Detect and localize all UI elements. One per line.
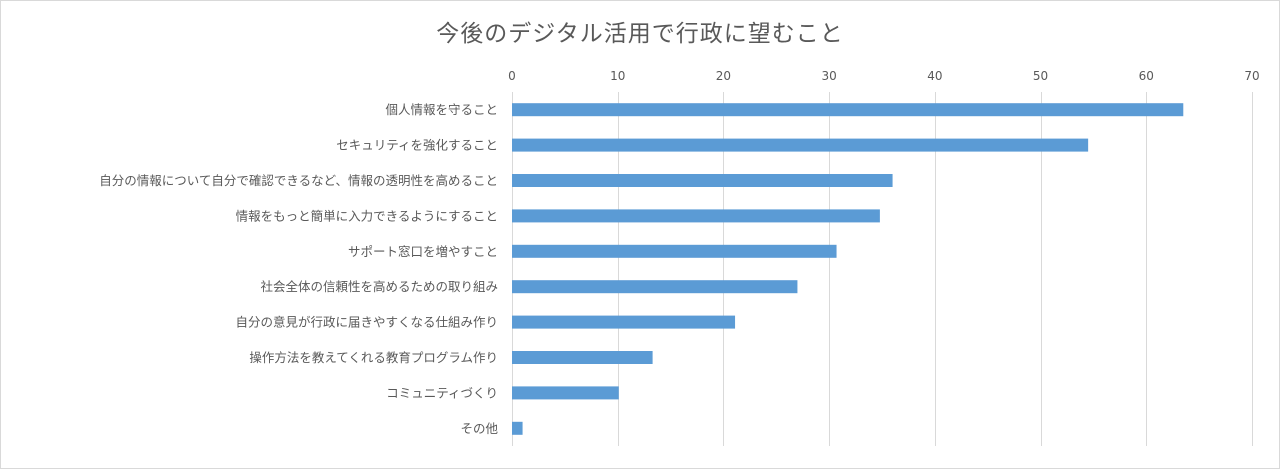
category-label: コミュニティづくり [386,385,498,400]
bar [512,209,880,223]
bar [512,280,798,294]
category-label: セキュリティを強化すること [336,138,498,153]
category-label: 社会全体の信頼性を高めるための取り組み [260,279,498,294]
bar [512,174,893,187]
x-axis-ticks: 0 10 20 30 40 50 60 70 [508,69,1259,83]
category-label: 自分の意見が行政に届きやすくなる仕組み作り [235,315,498,330]
category-label: 情報をもっと簡単に入力できるようにすること [236,208,498,223]
bar [512,138,1089,152]
bar [512,315,736,329]
category-label: 個人情報を守ること [385,102,498,117]
x-tick-label: 0 [508,69,516,83]
x-tick-label: 10 [610,69,625,83]
category-label: サポート窓口を増やすこと [348,244,498,259]
bar [512,421,523,435]
x-tick-label: 60 [1139,69,1154,83]
x-tick-label: 50 [1033,69,1048,83]
category-labels: 個人情報を守ることセキュリティを強化すること自分の情報について自分で確認できるな… [99,102,498,436]
x-tick-label: 30 [822,69,837,83]
bar [512,244,837,258]
category-label: 操作方法を教えてくれる教育プログラム作り [249,350,498,365]
bar [512,351,653,364]
bars [512,103,1184,435]
x-tick-label: 70 [1244,69,1259,83]
x-tick-label: 40 [927,69,942,83]
chart-title: 今後のデジタル活用で行政に望むこと [436,21,844,47]
x-tick-label: 20 [716,69,731,83]
bar [512,386,619,400]
category-label: 自分の情報について自分で確認できるなど、情報の透明性を高めること [99,173,498,188]
category-label: その他 [460,421,498,436]
bar [512,103,1184,117]
